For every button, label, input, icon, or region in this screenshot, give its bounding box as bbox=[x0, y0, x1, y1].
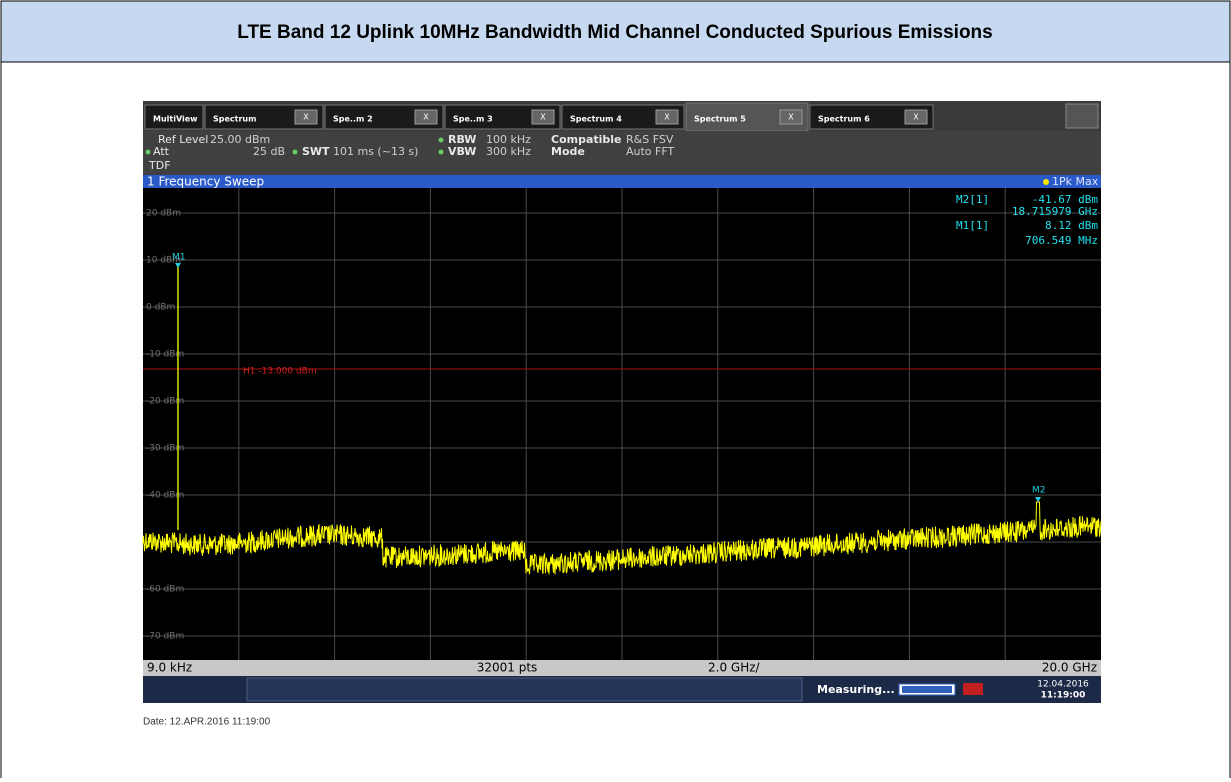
tab-label: Spectrum bbox=[213, 115, 256, 124]
settings-panel bbox=[143, 131, 1101, 175]
tab-close[interactable] bbox=[779, 109, 803, 125]
compatible: R&S FSV bbox=[626, 133, 674, 146]
y-axis-label: -10 dBm bbox=[146, 350, 184, 360]
y-axis-label: -30 dBm bbox=[146, 444, 184, 454]
tab-close-label: X bbox=[664, 113, 670, 122]
vbw: 300 kHz bbox=[486, 145, 531, 158]
tab-label: MultiView bbox=[153, 115, 198, 124]
tab-close[interactable] bbox=[414, 109, 438, 125]
swt-label: SWT bbox=[302, 145, 330, 158]
trace bbox=[142, 501, 1102, 575]
tab-close-label: X bbox=[788, 113, 794, 122]
tab-close[interactable] bbox=[655, 109, 679, 125]
tab-close-label: X bbox=[540, 113, 546, 122]
rbw: 100 kHz bbox=[486, 133, 531, 146]
span-per-div: 2.0 GHz/ bbox=[708, 661, 761, 675]
marker-tag: M1 bbox=[172, 253, 186, 263]
mode-label: Mode bbox=[551, 145, 585, 158]
tab-close[interactable] bbox=[904, 109, 928, 125]
ref-level-label: Ref Level bbox=[158, 133, 208, 146]
status-time: 11:19:00 bbox=[1041, 691, 1086, 701]
settings: Ref Level 25.00 dBm Att 25 dB SWT 101 ms… bbox=[145, 133, 674, 172]
window-bar bbox=[143, 175, 1101, 188]
status-state: Measuring... bbox=[817, 683, 895, 696]
marker-tag: M2 bbox=[1032, 486, 1046, 496]
rbw-label: RBW bbox=[448, 133, 476, 146]
tab-close-label: X bbox=[303, 113, 309, 122]
tab-close[interactable] bbox=[531, 109, 555, 125]
progress-fill bbox=[902, 686, 952, 693]
menu-button[interactable] bbox=[1065, 103, 1099, 129]
y-axis-label: -40 dBm bbox=[146, 491, 184, 501]
marker-name: M1[1] bbox=[956, 219, 989, 232]
trace-dot bbox=[1043, 179, 1049, 185]
y-axis-label: -60 dBm bbox=[146, 585, 184, 595]
y-axis-label: -70 dBm bbox=[146, 632, 184, 642]
status-field bbox=[246, 677, 803, 702]
mode: Auto FFT bbox=[626, 145, 674, 158]
window-title: 1 Frequency Sweep bbox=[147, 175, 264, 189]
marker-level: -41.67 dBm bbox=[1032, 193, 1099, 206]
status-date: 12.04.2016 bbox=[1037, 680, 1089, 690]
marker-name: M2[1] bbox=[956, 193, 989, 206]
start-freq: 9.0 kHz bbox=[147, 661, 192, 675]
rs-logo bbox=[963, 683, 983, 695]
tab-label: Spe..m 2 bbox=[333, 115, 373, 124]
y-axis-label: 20 dBm bbox=[146, 209, 181, 219]
att: 25 dB bbox=[253, 145, 285, 158]
tab-label: Spe..m 3 bbox=[453, 115, 493, 124]
tab-close-label: X bbox=[423, 113, 429, 122]
sweep-points: 32001 pts bbox=[477, 661, 538, 675]
status-dot bbox=[292, 149, 298, 155]
swt: 101 ms (~13 s) bbox=[333, 145, 418, 158]
marker-icon bbox=[1035, 497, 1041, 502]
ref-level: 25.00 dBm bbox=[210, 133, 270, 146]
footer-bar bbox=[143, 660, 1101, 676]
tab-close-label: X bbox=[913, 113, 919, 122]
status-dot bbox=[145, 149, 151, 155]
vbw-label: VBW bbox=[448, 145, 476, 158]
marker-freq: 706.549 MHz bbox=[1025, 234, 1098, 247]
marker-level: 8.12 dBm bbox=[1045, 219, 1098, 232]
marker-freq: 18.715979 GHz bbox=[1012, 205, 1098, 218]
page-title: LTE Band 12 Uplink 10MHz Bandwidth Mid C… bbox=[237, 22, 992, 43]
status-dot bbox=[438, 149, 444, 155]
status-dot bbox=[438, 137, 444, 143]
att-label: Att bbox=[153, 145, 170, 158]
tdf: TDF bbox=[148, 159, 171, 172]
marker-icon bbox=[175, 263, 181, 268]
tab-label: Spectrum 4 bbox=[570, 115, 622, 124]
tab[interactable] bbox=[144, 104, 204, 130]
stop-freq: 20.0 GHz bbox=[1042, 661, 1097, 675]
date-line: Date: 12.APR.2016 11:19:00 bbox=[143, 717, 271, 728]
compatible-label: Compatible bbox=[551, 133, 622, 146]
tab-label: Spectrum 5 bbox=[694, 115, 746, 124]
tab-close[interactable] bbox=[294, 109, 318, 125]
y-axis-label: -20 dBm bbox=[146, 397, 184, 407]
trace-label: 1Pk Max bbox=[1052, 175, 1099, 188]
tab-label: Spectrum 6 bbox=[818, 115, 870, 124]
header-band bbox=[0, 0, 1231, 63]
y-axis-label: 0 dBm bbox=[146, 303, 175, 313]
limit-line-label: H1 -13.000 dBm bbox=[243, 367, 317, 377]
y-axis-label: 10 dBm bbox=[146, 256, 181, 266]
